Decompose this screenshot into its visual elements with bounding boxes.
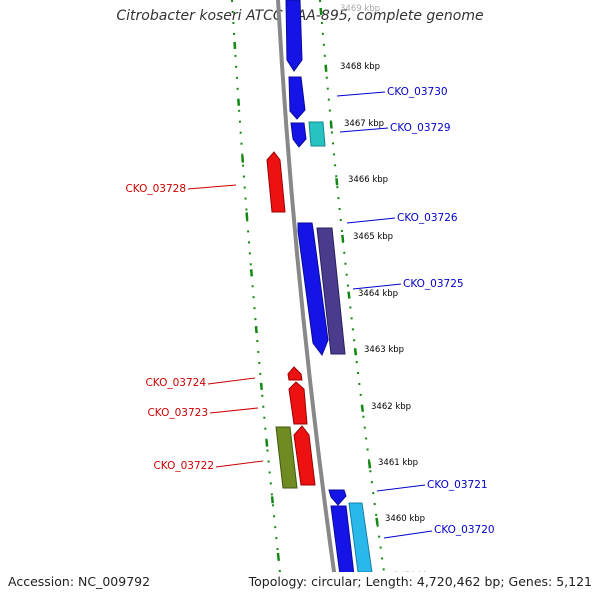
gene-arrow	[293, 425, 316, 486]
gene-arrow	[348, 502, 373, 572]
gene-cko-03724[interactable]	[287, 366, 303, 381]
accession-text: Accession: NC_009792	[8, 574, 151, 589]
gene-cko-03729[interactable]	[308, 121, 326, 147]
gene-arrow	[288, 381, 308, 425]
gene-arrow	[288, 76, 306, 120]
gene-arrow	[266, 151, 286, 213]
gene-bottom-stubs	[300, 594, 330, 600]
gene-cko-03723[interactable]	[288, 381, 308, 425]
scale-label-3467: 3467 kbp	[344, 119, 384, 129]
gene-cko-03722-red[interactable]	[293, 425, 316, 486]
scale-label-3464: 3464 kbp	[358, 289, 398, 299]
gene-label-cko-03730[interactable]: CKO_03730	[387, 86, 448, 98]
gene-arrow	[297, 222, 329, 357]
genome-summary-text: Topology: circular; Length: 4,720,462 bp…	[248, 574, 592, 589]
gene-arrow	[285, 0, 303, 72]
gene-arrow	[290, 122, 307, 148]
gene-cko-03721b[interactable]	[330, 505, 355, 575]
gene-label-cko-03722[interactable]: CKO_03722	[153, 460, 214, 472]
scale-label-3460: 3460 kbp	[385, 514, 425, 524]
gene-cko-03720[interactable]	[348, 502, 373, 572]
outer-scale-major-ticks	[230, 0, 282, 572]
scale-label-3466: 3466 kbp	[348, 175, 388, 185]
gene-cko-03728[interactable]	[266, 151, 286, 213]
scale-label-3461: 3461 kbp	[378, 458, 418, 468]
label-leaders	[187, 91, 433, 539]
gene-label-cko-03724[interactable]: CKO_03724	[145, 377, 206, 389]
genome-backbone	[276, 0, 337, 572]
scale-label-3463: 3463 kbp	[364, 345, 404, 355]
gene-cko-03721[interactable]	[328, 489, 347, 506]
gene-cko-03722[interactable]	[275, 426, 298, 489]
gene-label-cko-03726[interactable]: CKO_03726	[397, 212, 458, 224]
gene-cko-03725[interactable]	[316, 227, 346, 355]
gene-cko-03726[interactable]	[297, 222, 329, 357]
gene-cko-03731[interactable]	[285, 0, 303, 72]
gene-arrow	[287, 366, 303, 381]
gene-label-cko-03720[interactable]: CKO_03720	[434, 524, 495, 536]
gene-label-cko-03729[interactable]: CKO_03729	[390, 122, 451, 134]
gene-arrow	[330, 505, 355, 572]
scale-label-3459: 3459 kbp	[394, 571, 434, 581]
gene-label-cko-03725[interactable]: CKO_03725	[403, 278, 464, 290]
gene-label-cko-03721[interactable]: CKO_03721	[427, 479, 488, 491]
scale-label-3468: 3468 kbp	[340, 62, 380, 72]
gene-label-cko-03728[interactable]: CKO_03728	[125, 183, 186, 195]
scale-label-3462: 3462 kbp	[371, 402, 411, 412]
gene-label-cko-03723[interactable]: CKO_03723	[147, 407, 208, 419]
gene-arrow	[275, 426, 298, 489]
gene-arrow	[316, 227, 346, 355]
gene-cko-03729a[interactable]	[290, 122, 307, 148]
gene-cko-03730[interactable]	[288, 76, 306, 120]
scale-label-3465: 3465 kbp	[353, 232, 393, 242]
gene-arrow	[328, 489, 347, 506]
scale-label-3469: 3469 kbp	[340, 4, 380, 14]
outer-scale-ring	[231, 0, 281, 572]
gene-arrow	[308, 121, 326, 147]
